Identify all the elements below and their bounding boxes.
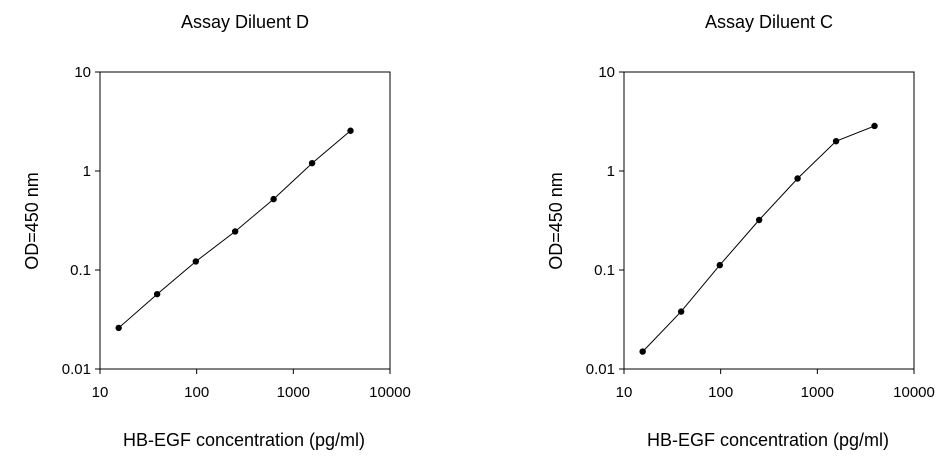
chart-title: Assay Diluent D <box>181 12 309 32</box>
x-axis-label: HB-EGF concentration (pg/ml) <box>647 430 889 450</box>
data-point <box>153 290 161 298</box>
y-tick-label: 0.01 <box>586 361 615 378</box>
x-tick-label: 100 <box>184 384 209 401</box>
y-tick-label: 10 <box>598 64 615 81</box>
y-tick-label: 0.1 <box>594 262 615 279</box>
data-point <box>871 122 878 130</box>
series-layer <box>639 122 878 355</box>
data-point <box>270 195 277 203</box>
plot-area-frame <box>99 71 391 370</box>
data-point <box>677 308 685 315</box>
tick-layer: 0.01 0.1 1 10 10 100 1000 10000 <box>62 64 411 401</box>
x-tick-label: 10 <box>92 384 109 401</box>
x-tick-label: 100 <box>708 384 733 401</box>
data-point <box>716 261 724 269</box>
data-point <box>794 175 801 182</box>
series-layer <box>115 127 354 332</box>
chart-panel-2: Assay Diluent C 0.01 0.1 1 10 10 100 1000 10000… <box>546 12 935 450</box>
data-point <box>832 137 840 145</box>
plot-area-frame <box>623 71 915 370</box>
data-point <box>639 348 646 355</box>
data-point <box>755 216 763 224</box>
x-axis-label: HB-EGF concentration (pg/ml) <box>123 430 365 450</box>
x-tick-label: 1000 <box>801 384 834 401</box>
data-point <box>192 258 200 265</box>
chart-panel-1: Assay Diluent D 0.01 0.1 1 10 10 100 1000 10000… <box>22 12 411 450</box>
chart-title: Assay Diluent C <box>705 12 833 32</box>
tick-layer: 0.01 0.1 1 10 10 100 1000 10000 <box>586 64 935 401</box>
y-tick-label: 1 <box>607 163 615 180</box>
y-tick-label: 0.01 <box>62 361 91 378</box>
y-tick-label: 1 <box>83 163 91 180</box>
y-tick-label: 0.1 <box>70 262 91 279</box>
y-axis-label: OD=450 nm <box>546 172 566 270</box>
data-point <box>347 127 354 134</box>
series-line <box>642 125 875 352</box>
y-axis-label: OD=450 nm <box>22 172 42 270</box>
y-tick-label: 10 <box>74 64 91 81</box>
data-point <box>115 324 122 332</box>
x-tick-label: 10000 <box>369 384 411 401</box>
data-point <box>231 228 239 235</box>
data-point <box>308 159 316 167</box>
x-tick-label: 10000 <box>893 384 935 401</box>
x-tick-label: 10 <box>616 384 633 401</box>
x-tick-label: 1000 <box>277 384 310 401</box>
